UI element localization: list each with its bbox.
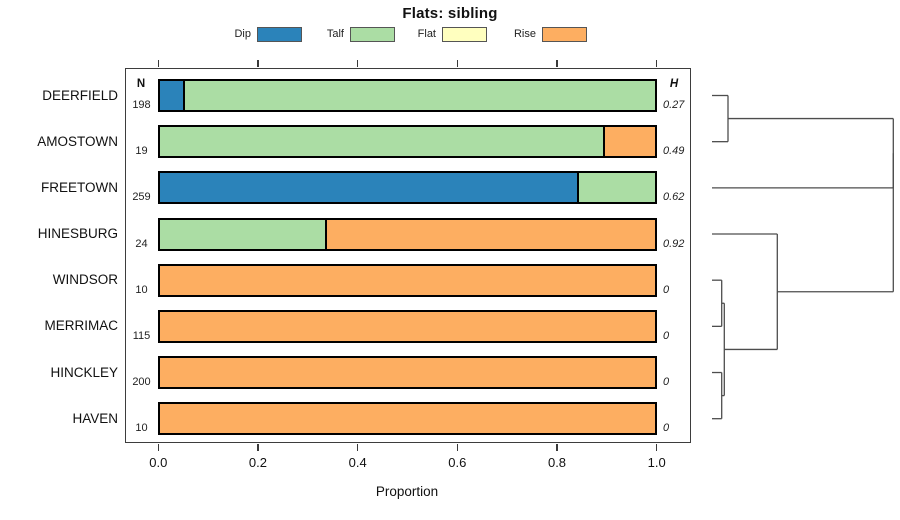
bar-segment-rise xyxy=(160,404,655,434)
x-axis-tick-label: 0.8 xyxy=(547,455,567,470)
n-value: 259 xyxy=(132,191,151,204)
legend-label-flat: Flat xyxy=(417,28,436,40)
h-value: 0 xyxy=(663,329,670,342)
legend-swatch-flat xyxy=(442,27,487,42)
legend-swatch-talf xyxy=(350,27,395,42)
stacked-bar xyxy=(158,309,657,343)
stacked-bar xyxy=(158,125,657,159)
x-axis-tick-bottom xyxy=(257,444,259,451)
stacked-bar xyxy=(158,356,657,390)
x-axis-tick-bottom xyxy=(356,444,359,451)
category-label: FREETOWN xyxy=(41,179,118,195)
h-column-header: H xyxy=(669,78,679,90)
x-axis-tick-top xyxy=(356,59,359,67)
x-axis-tick-top xyxy=(655,59,658,67)
bar-segment-rise xyxy=(160,265,655,295)
bar-segment-talf xyxy=(160,127,603,157)
category-label: HINESBURG xyxy=(37,226,118,241)
bar-segment-dip xyxy=(160,173,578,203)
bar-segment-dip xyxy=(160,81,183,110)
bar-segment-talf xyxy=(577,173,655,203)
h-value: 0.49 xyxy=(663,145,685,158)
h-value: 0.62 xyxy=(663,191,685,204)
stacked-bar xyxy=(158,263,657,297)
x-axis-label: Proportion xyxy=(375,484,439,499)
x-axis-tick-bottom xyxy=(655,444,658,451)
x-axis-tick-bottom xyxy=(157,444,160,451)
stacked-bar xyxy=(158,402,657,436)
n-value: 200 xyxy=(132,376,151,389)
legend-label-dip: Dip xyxy=(234,28,251,40)
n-column-header: N xyxy=(136,78,146,90)
legend-label-rise: Rise xyxy=(513,28,536,40)
bar-segment-talf xyxy=(160,219,325,249)
x-axis-tick-label: 0.4 xyxy=(348,455,367,470)
chart-title: Flats: sibling xyxy=(402,5,498,22)
h-value: 0 xyxy=(663,422,670,435)
stacked-bar xyxy=(158,217,657,251)
category-label: WINDSOR xyxy=(52,272,118,288)
category-label: DEERFIELD xyxy=(42,87,118,103)
h-value: 0.27 xyxy=(663,99,685,111)
x-axis-tick-label: 0.6 xyxy=(448,455,467,470)
x-axis-tick-label: 0.0 xyxy=(149,455,168,470)
h-value: 0.92 xyxy=(663,237,685,250)
legend-label-talf: Talf xyxy=(326,28,344,40)
x-axis-tick-bottom xyxy=(456,444,459,451)
x-axis-tick-top xyxy=(257,59,259,67)
x-axis-tick-label: 0.2 xyxy=(248,455,267,470)
n-value: 198 xyxy=(132,99,151,111)
stacked-bar xyxy=(158,79,657,112)
legend-swatch-rise xyxy=(542,27,587,42)
bar-segment-rise xyxy=(160,311,655,341)
category-label: MERRIMAC xyxy=(44,318,119,334)
bar-segment-rise xyxy=(324,219,655,249)
category-label: HAVEN xyxy=(72,410,118,426)
x-axis-tick-top xyxy=(556,59,558,67)
bar-segment-rise xyxy=(602,127,655,157)
x-axis-tick-top xyxy=(456,59,459,67)
legend-swatch-dip xyxy=(257,27,302,42)
x-axis-tick-label: 1.0 xyxy=(647,455,666,470)
n-value: 115 xyxy=(132,329,151,342)
x-axis-tick-bottom xyxy=(556,444,558,451)
h-value: 0 xyxy=(663,283,670,296)
plot-area xyxy=(125,68,691,443)
n-value: 10 xyxy=(135,422,148,435)
category-label: HINCKLEY xyxy=(50,364,118,380)
category-label: AMOSTOWN xyxy=(37,133,118,149)
n-value: 10 xyxy=(135,283,148,296)
x-axis-tick-top xyxy=(157,59,160,67)
h-value: 0 xyxy=(663,376,670,389)
n-value: 19 xyxy=(135,145,148,158)
n-value: 24 xyxy=(135,237,148,250)
bar-segment-rise xyxy=(160,358,655,388)
stacked-bar xyxy=(158,171,657,205)
bar-segment-talf xyxy=(182,81,655,110)
